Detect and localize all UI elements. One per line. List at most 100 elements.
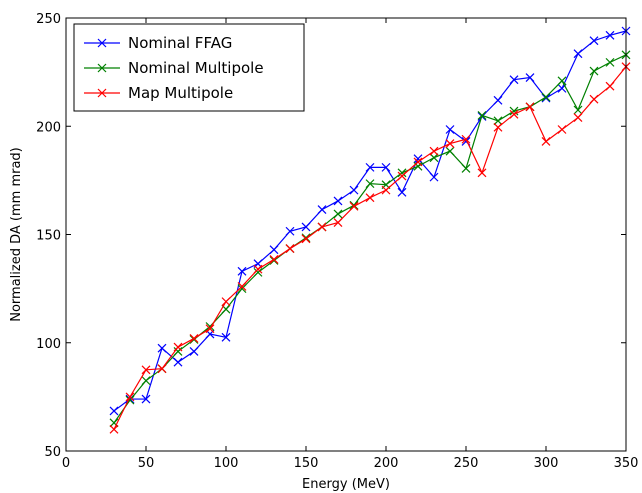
data-point <box>173 357 183 367</box>
data-point <box>189 333 199 343</box>
data-point <box>605 30 615 40</box>
data-point <box>109 424 119 434</box>
data-point <box>365 162 375 172</box>
data-point <box>237 284 247 294</box>
data-point <box>269 245 279 255</box>
data-point <box>221 297 231 307</box>
data-point <box>509 106 519 116</box>
data-point <box>125 392 135 402</box>
data-point <box>445 146 455 156</box>
data-point <box>173 346 183 356</box>
data-point <box>397 168 407 178</box>
data-point <box>333 209 343 219</box>
data-point <box>157 343 167 353</box>
data-point <box>493 95 503 105</box>
data-point <box>557 125 567 134</box>
y-tick-label: 250 <box>36 12 61 27</box>
data-point <box>429 146 439 156</box>
data-point <box>541 136 551 146</box>
data-point <box>349 185 359 195</box>
x-axis: 0 50 100 150 200 250 300 350 <box>62 18 639 471</box>
data-point <box>253 267 263 277</box>
y-tick-label: 50 <box>44 445 61 460</box>
data-point <box>109 406 119 416</box>
data-point <box>605 81 615 91</box>
series-2 <box>109 62 631 434</box>
data-point <box>541 92 551 102</box>
data-point <box>397 171 407 181</box>
x-axis-label: Energy (MeV) <box>302 477 390 492</box>
data-point <box>269 254 279 264</box>
x-tick-label: 150 <box>294 456 319 471</box>
data-point <box>525 73 535 82</box>
legend-label: Map Multipole <box>128 84 233 102</box>
data-point <box>205 324 215 334</box>
data-point <box>477 111 487 120</box>
legend-item: Map Multipole <box>84 84 233 102</box>
data-point <box>237 282 247 291</box>
data-point <box>461 164 471 173</box>
data-point <box>221 332 231 342</box>
y-axis: 50 100 150 200 250 <box>36 12 626 460</box>
series-layer <box>109 26 631 434</box>
data-point <box>589 66 599 76</box>
data-point <box>477 168 487 178</box>
legend-swatch-marker <box>97 88 107 98</box>
legend-swatch-marker <box>97 63 107 73</box>
data-point <box>413 154 423 164</box>
data-point <box>237 266 247 276</box>
data-point <box>381 185 391 195</box>
data-point <box>301 222 311 232</box>
data-point <box>317 222 327 232</box>
data-point <box>397 187 407 197</box>
legend-label: Nominal FFAG <box>128 34 232 52</box>
data-point <box>445 125 455 134</box>
x-tick-label: 250 <box>454 456 479 471</box>
y-tick-label: 150 <box>36 229 61 244</box>
data-point <box>333 196 343 206</box>
data-point <box>589 94 599 104</box>
data-point <box>285 226 295 236</box>
data-point <box>365 193 375 203</box>
data-point <box>541 93 551 103</box>
y-tick-label: 100 <box>36 337 61 352</box>
data-point <box>509 75 519 85</box>
data-point <box>253 264 263 274</box>
data-point <box>493 116 503 126</box>
data-point <box>429 172 439 182</box>
data-point <box>317 205 327 215</box>
data-point <box>429 153 439 163</box>
data-point <box>573 113 583 123</box>
data-point <box>573 49 583 59</box>
x-tick-label: 50 <box>138 456 155 471</box>
x-tick-label: 0 <box>62 456 70 471</box>
legend-label: Nominal Multipole <box>128 59 264 77</box>
x-tick-label: 300 <box>534 456 559 471</box>
data-point <box>141 376 151 386</box>
data-point <box>493 122 503 132</box>
data-point <box>349 200 359 210</box>
data-point <box>285 244 295 253</box>
data-point <box>509 109 519 119</box>
x-tick-label: 200 <box>374 456 399 471</box>
data-point <box>301 234 311 244</box>
legend-swatch-marker <box>97 38 107 48</box>
legend-item: Nominal Multipole <box>84 59 264 77</box>
data-point <box>189 346 199 356</box>
x-tick-label: 100 <box>214 456 239 471</box>
data-point <box>349 201 359 211</box>
x-tick-label: 350 <box>614 456 639 471</box>
data-point <box>157 364 167 374</box>
legend-item: Nominal FFAG <box>84 34 232 52</box>
legend: Nominal FFAG Nominal Multipole Map Multipo… <box>73 23 305 112</box>
data-point <box>109 418 119 428</box>
y-axis-label: Normalized DA (mm mrad) <box>9 147 24 322</box>
data-point <box>141 394 151 404</box>
data-point <box>461 134 471 144</box>
data-point <box>365 179 375 189</box>
data-point <box>557 76 567 86</box>
data-point <box>589 36 599 46</box>
y-tick-label: 200 <box>36 120 61 135</box>
data-point <box>141 365 151 375</box>
